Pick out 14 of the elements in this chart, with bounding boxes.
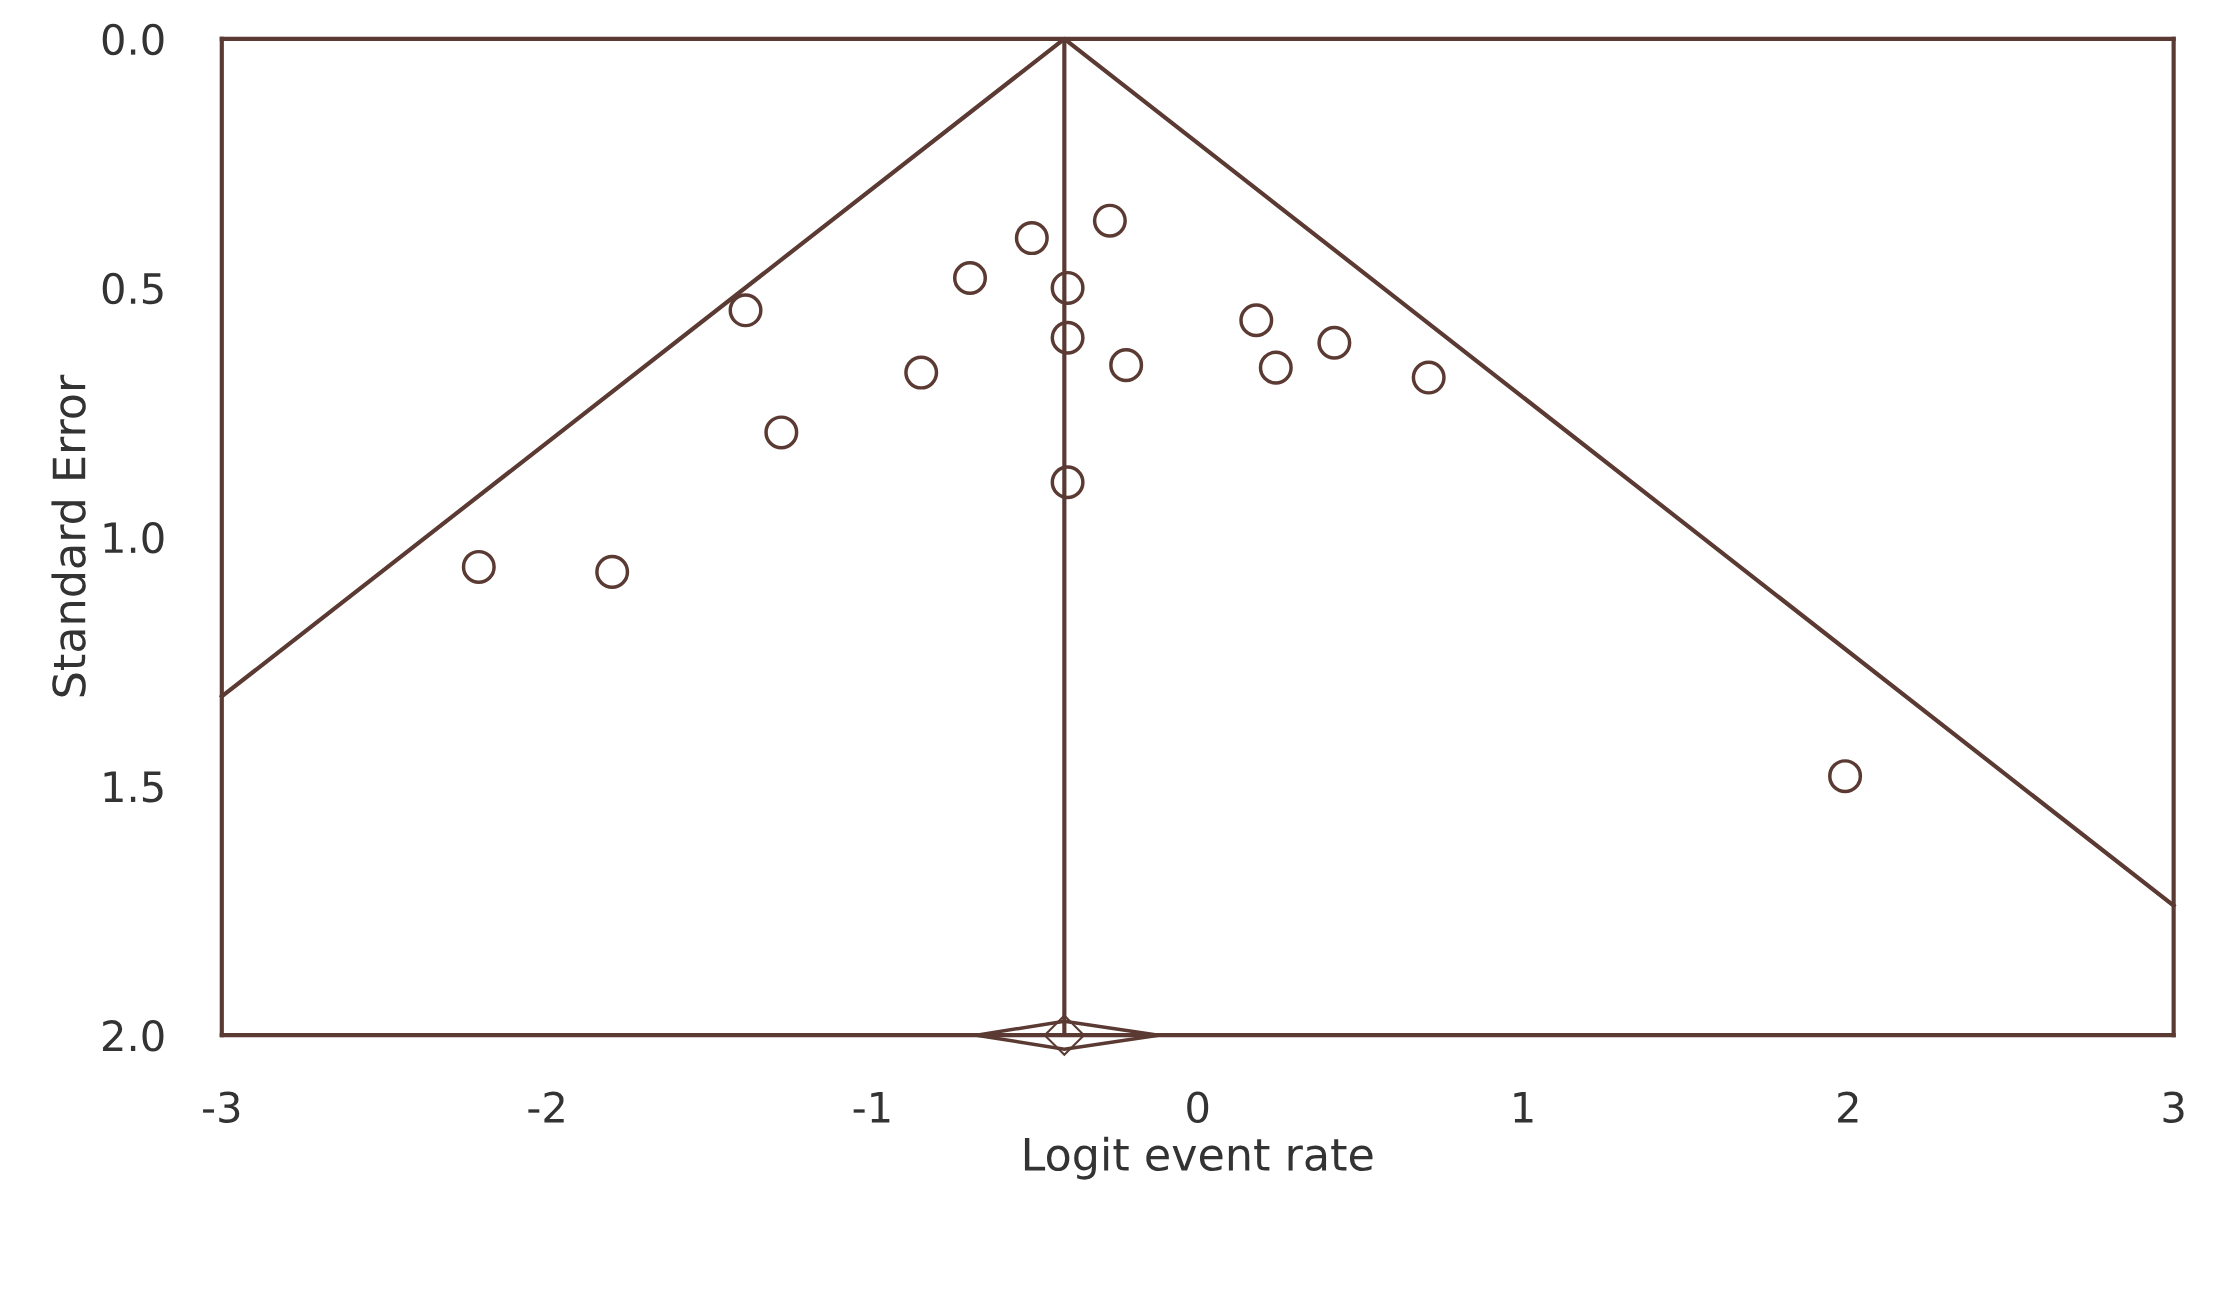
x-tick-label: 3 [2163,1091,2184,1124]
x-tick-label: -2 [528,1091,564,1123]
x-tick-label: 0 [1187,1091,1209,1124]
y-tick-label: 0.0 [102,23,164,56]
y-tick-label: 1.5 [104,771,163,803]
y-axis-title: Standard Error [51,374,86,697]
x-tick-label: -1 [853,1092,890,1123]
x-tick-label: 1 [1514,1092,1533,1123]
y-tick-label: 0.5 [102,272,163,305]
y-tick-label: 1.0 [104,521,164,554]
x-tick-label: 2 [1838,1091,1858,1123]
x-tick-label: -3 [203,1091,240,1124]
x-axis-title: Logit event rate [1024,1136,1373,1180]
y-tick-label: 2.0 [103,1020,164,1052]
